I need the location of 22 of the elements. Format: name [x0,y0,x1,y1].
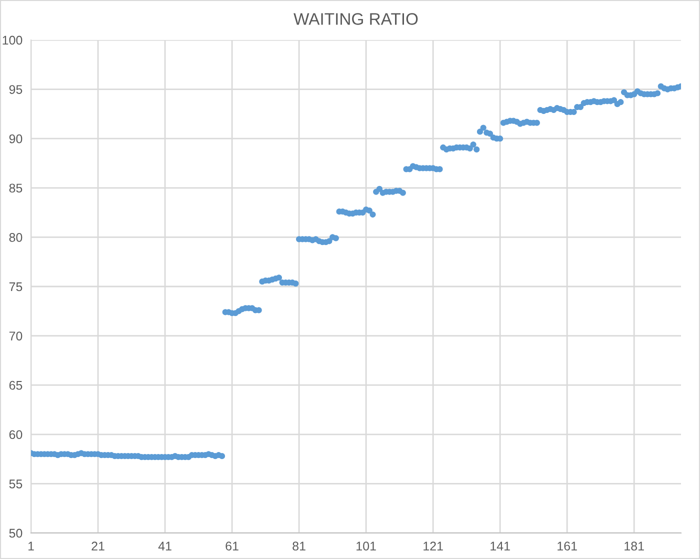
x-tick-label: 1 [28,542,34,550]
y-tick-label: 90 [9,134,22,144]
x-tick-label: 161 [558,542,577,551]
y-tick-label: 95 [9,85,22,94]
x-tick-label: 181 [624,542,644,551]
x-tick-label: 61 [226,542,238,551]
y-tick-label: 55 [9,480,22,488]
y-tick-label: 65 [9,380,22,390]
y-tick-label: 80 [9,233,22,242]
chart-title: WAITING RATIO [294,13,418,25]
x-tick-label: 121 [424,542,443,550]
y-tick-label: 75 [9,282,22,292]
y-tick-label: 50 [9,528,22,538]
y-tick-label: 60 [9,430,22,440]
y-tick-label: 100 [2,36,22,45]
y-tick-label: 70 [9,332,22,340]
x-tick-label: 101 [356,542,376,551]
x-tick-label: 81 [292,542,306,551]
x-tick-label: 21 [92,542,104,550]
x-tick-label: 141 [490,542,510,550]
x-tick-label: 41 [158,542,172,550]
y-tick-label: 85 [9,184,22,193]
